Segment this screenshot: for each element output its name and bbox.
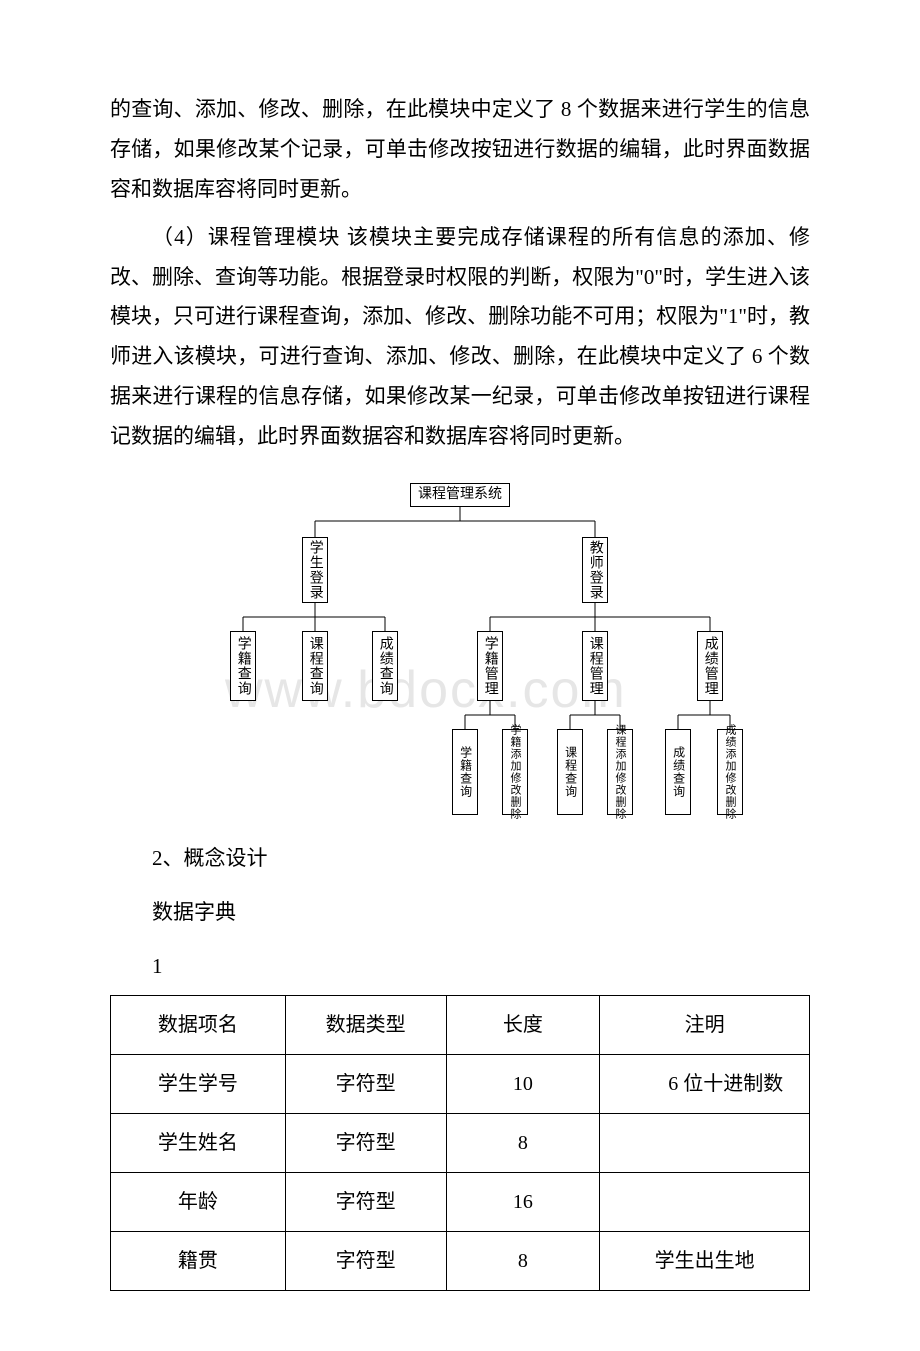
cell-name: 年龄 xyxy=(111,1172,286,1231)
table-row: 年龄 字符型 16 xyxy=(111,1172,810,1231)
cell-type: 字符型 xyxy=(285,1231,446,1290)
cell-note xyxy=(600,1113,810,1172)
data-dictionary-table: 数据项名 数据类型 长度 注明 学生学号 字符型 10 6 位十进制数 学生姓名… xyxy=(110,995,810,1291)
node-record-query-2: 学籍查询 xyxy=(452,729,478,815)
node-student-login: 学生登录 xyxy=(302,537,328,603)
node-grade-query-2: 成绩查询 xyxy=(665,729,691,815)
table-header-row: 数据项名 数据类型 长度 注明 xyxy=(111,995,810,1054)
cell-type: 字符型 xyxy=(285,1113,446,1172)
node-record-crud: 学籍添加修改删除 xyxy=(502,729,528,815)
cell-len: 8 xyxy=(446,1113,600,1172)
paragraph-module-4: （4）课程管理模块 该模块主要完成存储课程的所有信息的添加、修改、删除、查询等功… xyxy=(110,218,810,457)
node-record-manage: 学籍管理 xyxy=(477,631,503,701)
node-root: 课程管理系统 xyxy=(410,483,510,507)
cell-len: 16 xyxy=(446,1172,600,1231)
system-hierarchy-diagram: www.bdocx.com xyxy=(175,481,745,821)
node-grade-manage: 成绩管理 xyxy=(697,631,723,701)
paragraph-continuation: 的查询、添加、修改、删除，在此模块中定义了 8 个数据来进行学生的信息存储，如果… xyxy=(110,90,810,210)
header-item-name: 数据项名 xyxy=(111,995,286,1054)
table-row: 籍贯 字符型 8 学生出生地 xyxy=(111,1231,810,1290)
cell-name: 学生姓名 xyxy=(111,1113,286,1172)
cell-type: 字符型 xyxy=(285,1054,446,1113)
section-concept-design: 2、概念设计 xyxy=(110,839,810,879)
cell-note: 学生出生地 xyxy=(600,1231,810,1290)
cell-name: 籍贯 xyxy=(111,1231,286,1290)
node-teacher-login: 教师登录 xyxy=(582,537,608,603)
node-course-query: 课程查询 xyxy=(302,631,328,701)
section-data-dictionary: 数据字典 xyxy=(110,893,810,933)
node-grade-query: 成绩查询 xyxy=(372,631,398,701)
node-course-manage: 课程管理 xyxy=(582,631,608,701)
node-grade-crud: 成绩添加修改删除 xyxy=(717,729,743,815)
cell-len: 10 xyxy=(446,1054,600,1113)
node-student-record-query: 学籍查询 xyxy=(230,631,256,701)
node-course-query-2: 课程查询 xyxy=(557,729,583,815)
cell-note: 6 位十进制数 xyxy=(600,1054,810,1113)
table-row: 学生学号 字符型 10 6 位十进制数 xyxy=(111,1054,810,1113)
table-row: 学生姓名 字符型 8 xyxy=(111,1113,810,1172)
cell-len: 8 xyxy=(446,1231,600,1290)
header-length: 长度 xyxy=(446,995,600,1054)
header-note: 注明 xyxy=(600,995,810,1054)
header-data-type: 数据类型 xyxy=(285,995,446,1054)
cell-type: 字符型 xyxy=(285,1172,446,1231)
node-course-crud: 课程添加修改删除 xyxy=(607,729,633,815)
cell-name: 学生学号 xyxy=(111,1054,286,1113)
section-table-number: 1 xyxy=(110,947,810,987)
cell-note xyxy=(600,1172,810,1231)
